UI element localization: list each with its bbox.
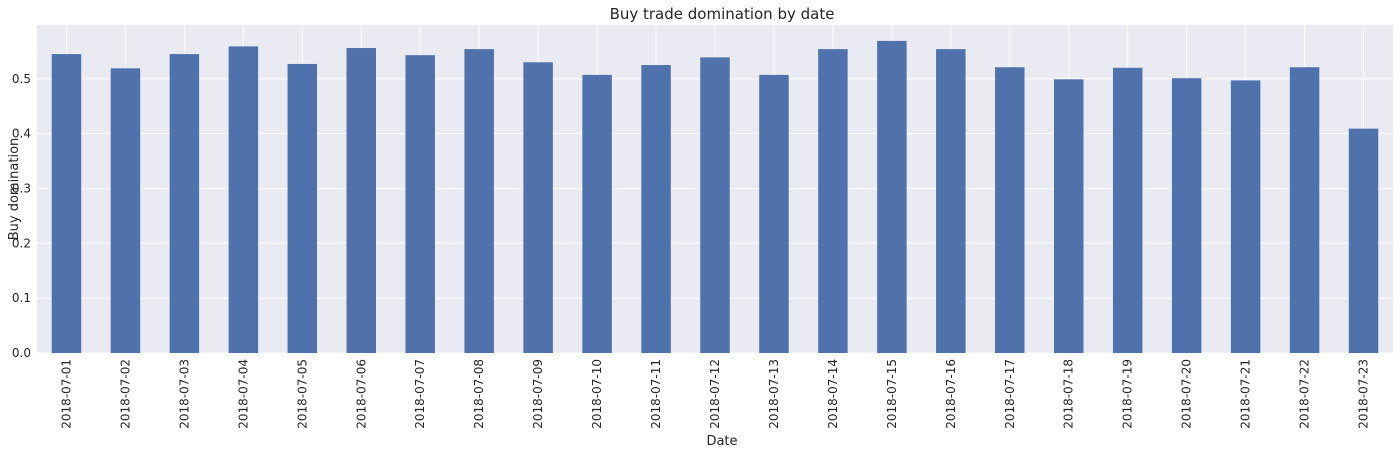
x-tick-label: 2018-07-06 bbox=[354, 359, 368, 429]
bar-2018-07-15 bbox=[877, 40, 907, 354]
bar-2018-07-02 bbox=[110, 68, 141, 353]
x-tick-label: 2018-07-03 bbox=[177, 359, 191, 429]
x-tick-label: 2018-07-21 bbox=[1239, 359, 1253, 429]
x-tick-label: 2018-07-10 bbox=[590, 359, 604, 429]
x-tick-label: 2018-07-04 bbox=[236, 359, 250, 429]
x-tick-label: 2018-07-11 bbox=[649, 359, 663, 429]
x-tick-label: 2018-07-01 bbox=[59, 359, 73, 429]
bar-2018-07-11 bbox=[641, 65, 671, 353]
bar-2018-07-09 bbox=[523, 62, 553, 353]
bar-2018-07-14 bbox=[818, 49, 848, 353]
bar-2018-07-16 bbox=[936, 49, 966, 353]
y-tick-label: 0.1 bbox=[12, 291, 31, 305]
bars bbox=[51, 40, 1379, 354]
x-tick-label: 2018-07-23 bbox=[1357, 359, 1371, 429]
y-tick-label: 0.4 bbox=[12, 127, 31, 141]
bar-2018-07-03 bbox=[169, 54, 200, 354]
y-tick-labels: 0.0 0.1 0.2 0.3 0.4 0.5 bbox=[12, 72, 31, 360]
x-tick-label: 2018-07-17 bbox=[1003, 359, 1017, 429]
bar-2018-07-22 bbox=[1289, 67, 1320, 353]
x-tick-label: 2018-07-05 bbox=[295, 359, 309, 429]
x-tick-label: 2018-07-09 bbox=[531, 359, 545, 429]
y-tick-label: 0.5 bbox=[12, 72, 31, 86]
x-tick-label: 2018-07-08 bbox=[472, 359, 486, 429]
y-axis-label: Buy domination bbox=[7, 138, 22, 241]
bar-2018-07-05 bbox=[287, 63, 318, 353]
bar-2018-07-08 bbox=[464, 49, 494, 353]
bar-2018-07-06 bbox=[346, 48, 376, 353]
bar-2018-07-04 bbox=[228, 46, 259, 354]
bar-2018-07-13 bbox=[759, 74, 789, 354]
y-tick-label: 0.3 bbox=[12, 181, 31, 195]
x-tick-label: 2018-07-20 bbox=[1180, 359, 1194, 429]
x-tick-label: 2018-07-22 bbox=[1298, 359, 1312, 429]
x-tick-labels: 2018-07-01 2018-07-02 2018-07-03 2018-07-04… bbox=[59, 359, 1370, 429]
bar-2018-07-12 bbox=[700, 57, 730, 353]
bar-2018-07-19 bbox=[1112, 67, 1143, 354]
x-tick-label: 2018-07-18 bbox=[1062, 359, 1076, 429]
x-tick-label: 2018-07-16 bbox=[944, 359, 958, 429]
x-tick-label: 2018-07-14 bbox=[826, 359, 840, 429]
x-tick-label: 2018-07-12 bbox=[708, 359, 722, 429]
bar-2018-07-10 bbox=[582, 74, 612, 354]
bar-2018-07-01 bbox=[51, 54, 82, 354]
y-tick-label: 0.0 bbox=[12, 346, 31, 360]
chart-title: Buy trade domination by date bbox=[610, 5, 835, 23]
x-tick-label: 2018-07-07 bbox=[413, 359, 427, 429]
bar-2018-07-18 bbox=[1054, 79, 1084, 354]
y-tick-label: 0.2 bbox=[12, 236, 31, 250]
bar-2018-07-21 bbox=[1230, 80, 1261, 353]
bar-2018-07-20 bbox=[1171, 78, 1202, 353]
x-tick-label: 2018-07-15 bbox=[885, 359, 899, 429]
bar-2018-07-07 bbox=[405, 55, 435, 353]
bar-2018-07-17 bbox=[995, 67, 1025, 353]
x-tick-label: 2018-07-13 bbox=[767, 359, 781, 429]
x-axis-label: Date bbox=[706, 434, 737, 449]
x-tick-label: 2018-07-02 bbox=[118, 359, 132, 429]
x-tick-label: 2018-07-19 bbox=[1121, 359, 1135, 429]
bar-2018-07-23 bbox=[1348, 128, 1379, 353]
